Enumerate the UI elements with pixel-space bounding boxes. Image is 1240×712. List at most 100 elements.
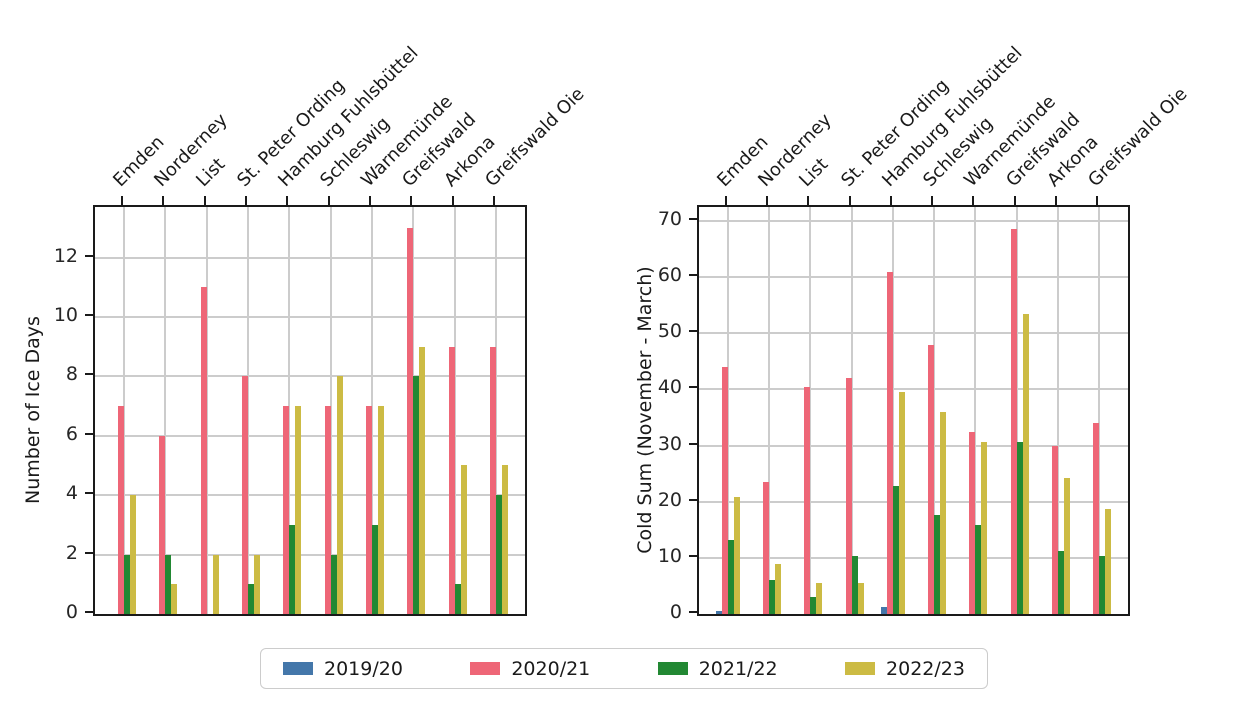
x-gridline <box>1098 207 1101 614</box>
bar <box>1105 509 1112 614</box>
y-gridline <box>95 375 525 378</box>
bar <box>502 465 509 614</box>
bar <box>733 497 740 614</box>
y-gridline <box>699 332 1128 335</box>
bar <box>419 346 426 614</box>
x-axis-tick <box>889 196 892 205</box>
legend-label: 2022/23 <box>886 657 965 680</box>
bar <box>289 524 296 614</box>
y-gridline <box>95 553 525 556</box>
x-axis-tick <box>972 196 975 205</box>
y-axis-tick <box>689 554 697 557</box>
x-axis-tick <box>493 196 496 205</box>
x-axis-tick <box>1054 196 1057 205</box>
x-gridline <box>329 207 332 614</box>
x-axis-tick <box>120 196 123 205</box>
x-gridline <box>164 207 167 614</box>
y-tick-label: 40 <box>657 376 682 399</box>
bar <box>253 554 260 614</box>
bar <box>247 584 254 614</box>
bar <box>448 346 455 614</box>
x-axis-tick <box>724 196 727 205</box>
bar <box>490 346 497 614</box>
x-axis-tick <box>1013 196 1016 205</box>
bar <box>851 556 858 614</box>
y-gridline <box>699 220 1128 223</box>
y-tick-label: 50 <box>657 320 682 343</box>
bar <box>715 611 722 614</box>
x-axis-tick <box>807 196 810 205</box>
x-gridline <box>1015 207 1018 614</box>
bar <box>324 406 331 614</box>
x-gridline <box>768 207 771 614</box>
legend-label: 2020/21 <box>511 657 591 680</box>
y-tick-label: 10 <box>53 303 78 326</box>
x-gridline <box>850 207 853 614</box>
bar <box>366 406 373 614</box>
bar <box>407 227 414 614</box>
legend-item: 2019/20 <box>283 658 403 680</box>
x-gridline <box>371 207 374 614</box>
y-axis-tick <box>689 611 697 613</box>
y-tick-label: 4 <box>65 482 78 505</box>
bar <box>928 344 935 614</box>
bar <box>898 392 905 614</box>
x-gridline <box>205 207 208 614</box>
bar <box>1010 229 1017 614</box>
bar <box>1093 423 1100 614</box>
y-gridline <box>699 556 1128 559</box>
x-axis-tick <box>1096 196 1099 205</box>
bar <box>969 431 976 614</box>
y-axis-tick <box>85 254 93 257</box>
y-tick-label: 0 <box>65 601 78 623</box>
bar <box>975 525 982 614</box>
bar <box>880 606 887 614</box>
y-tick-label: 0 <box>669 601 682 623</box>
y-tick-label: 2 <box>65 541 78 564</box>
y-tick-label: 10 <box>657 544 682 567</box>
y-axis-tick <box>85 611 93 613</box>
bar <box>460 465 467 614</box>
x-axis-tick <box>369 196 372 205</box>
x-axis-tick <box>203 196 206 205</box>
x-gridline <box>809 207 812 614</box>
x-gridline <box>726 207 729 614</box>
x-gridline <box>246 207 249 614</box>
y-tick-label: 20 <box>657 488 682 511</box>
y-axis-tick <box>85 551 93 554</box>
x-gridline <box>933 207 936 614</box>
bar <box>212 554 219 614</box>
bar <box>454 584 461 614</box>
y-axis-tick <box>85 313 93 316</box>
y-tick-label: 70 <box>657 208 682 231</box>
x-gridline <box>974 207 977 614</box>
y-axis-tick <box>689 330 697 333</box>
y-axis-tick <box>689 218 697 221</box>
bar <box>886 271 893 614</box>
bar <box>129 495 136 614</box>
bar <box>857 582 864 614</box>
x-gridline <box>288 207 291 614</box>
bar <box>1022 313 1029 614</box>
y-gridline <box>95 315 525 318</box>
legend-item: 2022/23 <box>845 658 965 680</box>
y-axis-tick <box>689 386 697 389</box>
category-label: Greifswald Oie <box>1084 83 1192 191</box>
y-gridline <box>699 388 1128 391</box>
y-axis-tick <box>85 373 93 376</box>
bar <box>413 376 420 614</box>
bar <box>1057 551 1064 614</box>
bar <box>283 406 290 614</box>
y-gridline <box>699 500 1128 503</box>
bar <box>810 596 817 614</box>
bar <box>1063 477 1070 614</box>
y-gridline <box>699 276 1128 279</box>
y-axis-tick <box>689 442 697 445</box>
bar <box>763 482 770 614</box>
bar <box>336 376 343 614</box>
y-tick-label: 12 <box>53 244 78 267</box>
x-axis-tick <box>244 196 247 205</box>
legend-item: 2021/22 <box>657 658 778 680</box>
bar <box>165 554 172 614</box>
y-tick-label: 60 <box>657 264 682 287</box>
